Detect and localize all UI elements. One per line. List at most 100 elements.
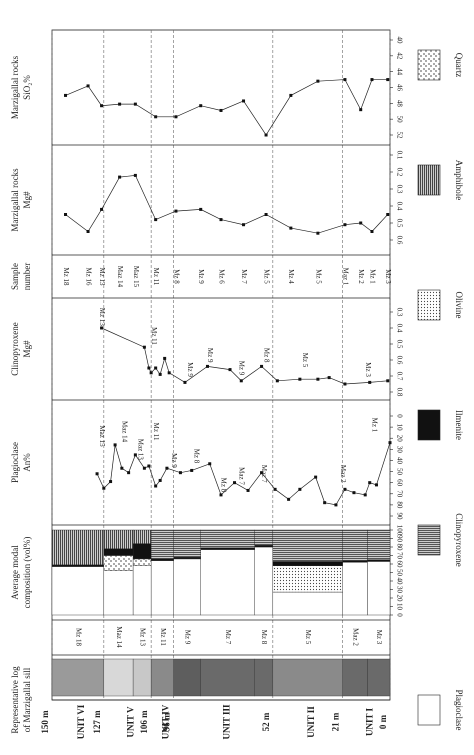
data-point <box>368 380 372 384</box>
annotation: Maz 14 <box>120 421 128 443</box>
data-point <box>388 441 392 445</box>
modal-segment <box>132 529 152 544</box>
panel-title: Mg# <box>22 340 32 358</box>
y-tick-label: 80 <box>395 501 403 509</box>
data-point <box>233 481 237 485</box>
modal-segment <box>173 557 201 560</box>
sample-label: Mz 16 <box>84 267 92 286</box>
data-point <box>118 102 122 106</box>
log-interval <box>51 658 105 697</box>
data-point <box>95 472 99 476</box>
panel-title: Marzigallal rocks <box>10 168 20 232</box>
y-tick-label: 10 <box>395 603 403 611</box>
data-point <box>109 480 113 484</box>
y-tick-label: 20 <box>395 435 403 443</box>
data-point <box>343 382 347 386</box>
data-point <box>100 207 104 211</box>
y-tick-label: 0.3 <box>395 185 403 194</box>
data-point <box>86 84 90 88</box>
data-line <box>65 175 389 234</box>
data-point <box>260 471 264 475</box>
sample-label: Mz 7 <box>240 269 248 284</box>
y-tick-label: 20 <box>395 595 403 603</box>
y-tick-label: 80 <box>395 544 403 552</box>
modal-segment <box>150 529 174 560</box>
modal-segment <box>51 564 105 567</box>
log-interval <box>150 658 174 697</box>
legend-swatch <box>417 49 441 81</box>
sample-label: Mz 2 <box>357 269 365 284</box>
panel-title: composition (vol%) <box>22 537 32 609</box>
data-point <box>386 78 390 82</box>
data-point <box>374 483 378 487</box>
data-point <box>64 93 68 97</box>
y-tick-label: 40 <box>395 578 403 586</box>
unit-label: UNIT IV <box>160 704 170 739</box>
y-tick-label: 46 <box>395 84 403 92</box>
sample-label: Mz 9 <box>184 630 192 645</box>
sample-label: Mz 18 <box>74 628 82 647</box>
modal-segment <box>342 562 368 616</box>
data-point <box>199 207 203 211</box>
log-interval <box>342 658 368 697</box>
modal-segment <box>103 555 134 572</box>
data-point <box>246 488 250 492</box>
data-point <box>370 230 374 233</box>
panel-title: An% <box>22 453 32 472</box>
depth-label: 52 m <box>261 712 271 731</box>
y-tick-label: 40 <box>395 457 403 465</box>
log-interval <box>200 658 255 697</box>
unit-label: UNIT V <box>126 706 136 737</box>
legend-label: Plagioclase <box>454 690 464 731</box>
sample-label: Maz 14 <box>115 626 123 648</box>
log-interval <box>103 658 134 697</box>
data-line <box>101 327 388 385</box>
y-tick-label: 0.6 <box>395 356 403 365</box>
data-point <box>133 453 137 457</box>
data-point <box>100 326 104 330</box>
y-tick-label: 60 <box>395 479 403 487</box>
sample-label: Mz 9 <box>197 269 205 284</box>
data-point <box>154 484 158 488</box>
data-point <box>208 462 212 466</box>
modal-segment <box>342 529 368 561</box>
data-point <box>323 501 327 505</box>
sample-label: Maz 14 <box>116 266 124 288</box>
annotation: Mz 5 <box>301 353 309 368</box>
sample-label: Mz 8 <box>172 269 180 284</box>
modal-segment <box>150 558 174 561</box>
modal-segment <box>367 559 391 562</box>
y-tick-label: 30 <box>395 446 403 454</box>
data-point <box>316 79 320 83</box>
modal-segment <box>132 558 152 566</box>
data-point <box>205 364 209 368</box>
y-tick-label: 0.1 <box>395 151 403 160</box>
panel-title: Sample <box>10 263 20 290</box>
data-point <box>273 487 277 491</box>
data-point <box>64 213 68 216</box>
data-point <box>289 226 293 230</box>
legend-label: Clinopyroxene <box>454 513 464 567</box>
y-tick-label: 50 <box>395 116 403 124</box>
data-point <box>142 466 146 470</box>
data-point <box>334 503 338 507</box>
data-point <box>264 213 268 216</box>
data-point <box>368 481 372 485</box>
data-point <box>165 466 169 470</box>
annotation: Maz 15 <box>98 425 106 447</box>
legend-label: Olivine <box>454 292 464 319</box>
y-tick-label: 0.2 <box>395 168 403 177</box>
data-point <box>154 115 158 119</box>
modal-segment <box>173 558 201 616</box>
modal-segment <box>200 549 255 616</box>
data-point <box>127 471 131 475</box>
data-point <box>228 368 232 372</box>
data-point <box>199 104 203 108</box>
annotation: Mz 9 <box>186 362 194 377</box>
modal-segment <box>254 529 274 546</box>
y-tick-label: 0.4 <box>395 202 403 211</box>
data-point <box>158 478 162 482</box>
data-point <box>219 218 223 222</box>
data-point <box>113 443 117 447</box>
